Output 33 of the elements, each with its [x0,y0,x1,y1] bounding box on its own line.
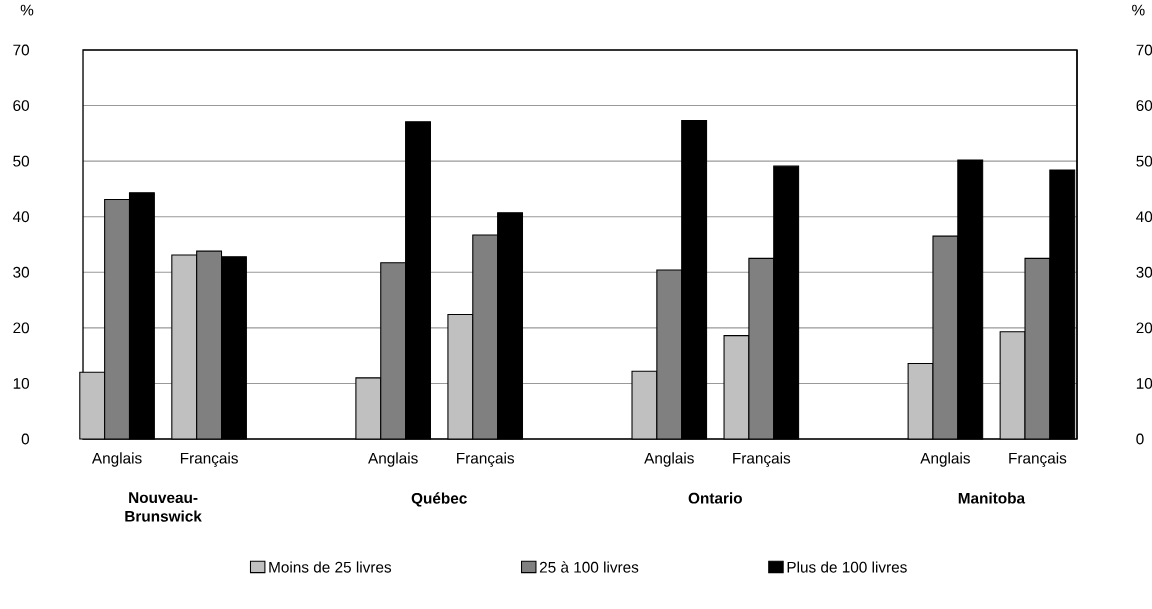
y-tick-label: 40 [12,211,30,223]
y-tick-label: 10 [13,377,30,389]
text: Ontario [688,492,742,504]
y-tick-label: 30 [13,266,30,278]
x-tick-label: Anglais [920,452,970,467]
x-tick-label: Français [1009,452,1067,467]
y2-tick-label: 0 [1136,433,1144,445]
x-tick-label: Anglais [91,452,142,467]
legend-label: Moins de 25 livres [269,561,392,573]
y-tick-label: 0 [21,433,30,445]
text: Nouveau-Brunswick [125,492,202,522]
y-tick-label: 50 [13,155,30,167]
y-tick-label: 20 [13,322,30,334]
text: Québec [411,492,467,507]
y-axis-title: % [20,4,34,16]
y2-tick-label: 50 [1136,155,1152,167]
x-tick-label: Français [180,452,238,467]
y2-tick-label: 40 [1136,211,1152,223]
y2-tick-label: 10 [1136,377,1152,389]
y2-tick-label: 30 [1136,266,1152,278]
y2-tick-label: 20 [1136,322,1152,334]
legend-label: Plus de 100 livres [787,561,907,573]
y2-tick-label: 70 [1136,44,1152,56]
text: Manitoba [958,492,1026,504]
y-tick-label: 70 [13,44,30,56]
legend-label: 25 à 100 livres [539,561,639,573]
x-tick-label: Français [457,452,515,467]
y2-axis-title: % [1132,4,1145,16]
y-tick-label: 60 [13,100,30,111]
x-tick-label: Anglais [644,452,694,467]
x-tick-label: Français [733,452,791,467]
y2-tick-label: 60 [1136,100,1152,111]
x-tick-label: Anglais [368,452,418,467]
